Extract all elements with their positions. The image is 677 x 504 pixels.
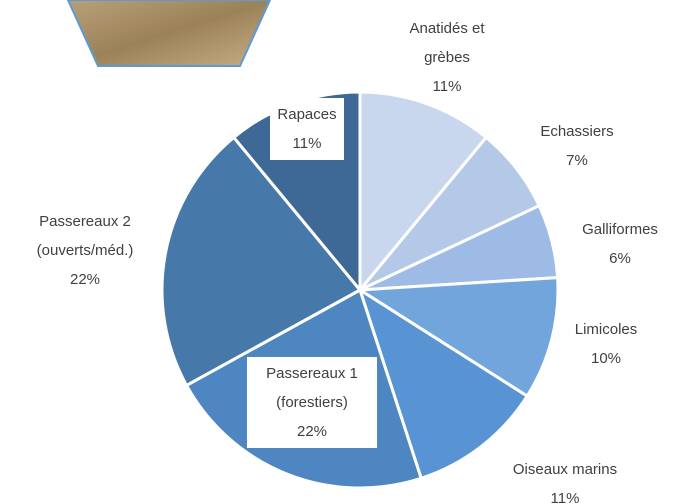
category-label: Limicoles xyxy=(556,315,656,344)
value-label: 10% xyxy=(556,344,656,373)
value-label: 22% xyxy=(10,265,160,294)
slice-label: Passereaux 2 (ouverts/méd.)22% xyxy=(10,207,160,294)
value-label: 7% xyxy=(527,146,627,175)
category-label: Rapaces xyxy=(276,100,338,129)
value-label: 11% xyxy=(397,72,497,101)
category-label: Oiseaux marins xyxy=(495,455,635,484)
category-label: Passereaux 2 (ouverts/méd.) xyxy=(10,207,160,265)
photo xyxy=(68,0,270,66)
category-label: Galliformes xyxy=(565,215,675,244)
value-label: 22% xyxy=(253,417,371,446)
value-label: 11% xyxy=(276,129,338,158)
page: Anatidés et grèbes11%Echassiers7%Gallifo… xyxy=(0,0,677,504)
category-label: Passereaux 1 (forestiers) xyxy=(253,359,371,417)
value-label: 6% xyxy=(565,244,675,273)
value-label: 11% xyxy=(495,484,635,504)
category-label: Echassiers xyxy=(527,117,627,146)
category-label: Anatidés et grèbes xyxy=(397,14,497,72)
slice-label: Passereaux 1 (forestiers)22% xyxy=(247,357,377,448)
